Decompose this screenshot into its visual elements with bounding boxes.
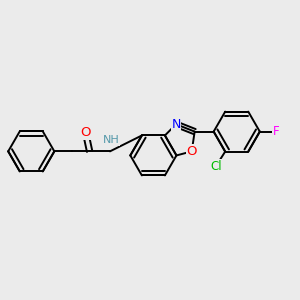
Text: N: N	[171, 118, 181, 131]
Text: F: F	[273, 125, 279, 138]
Text: Cl: Cl	[210, 160, 221, 173]
Text: NH: NH	[103, 135, 120, 145]
Text: O: O	[80, 126, 91, 139]
Text: O: O	[187, 145, 197, 158]
